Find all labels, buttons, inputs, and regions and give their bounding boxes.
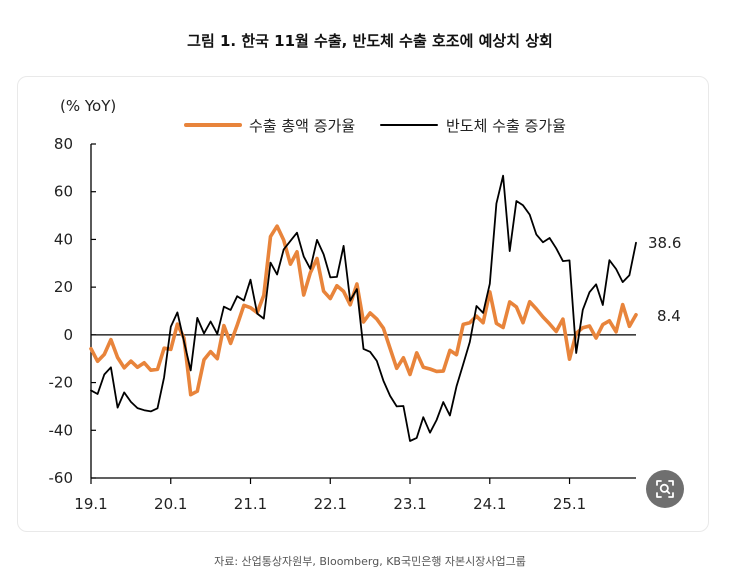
legend-label-semiconductor: 반도체 수출 증가율 [446, 117, 566, 135]
end-label-export: 8.4 [657, 307, 681, 325]
y-tick-label: -40 [49, 421, 74, 439]
source-note: 자료: 산업통상자원부, Bloomberg, KB국민은행 자본시장사업그룹 [214, 555, 526, 568]
x-tick-label: 24.1 [473, 495, 506, 513]
series-line-export [89, 224, 638, 397]
series-line-semiconductor [90, 174, 637, 442]
zoom-icon [656, 480, 674, 498]
x-tick-label: 20.1 [154, 495, 187, 513]
x-tick-label: 19.1 [74, 495, 107, 513]
y-tick-label: -20 [49, 374, 74, 392]
x-tick-label: 21.1 [234, 495, 267, 513]
zoom-button[interactable] [646, 470, 684, 508]
x-tick-label: 25.1 [553, 495, 586, 513]
y-axis-label: (% YoY) [60, 97, 116, 115]
x-tick-label: 23.1 [393, 495, 426, 513]
y-tick-label: 20 [54, 278, 73, 296]
y-tick-label: 40 [54, 230, 73, 248]
y-tick-label: 60 [54, 183, 73, 201]
chart-card [17, 76, 709, 532]
chart-title: 그림 1. 한국 11월 수출, 반도체 수출 호조에 예상치 상회 [187, 32, 553, 50]
y-tick-label: -60 [49, 469, 74, 487]
y-tick-label: 0 [63, 326, 73, 344]
y-tick-label: 80 [54, 135, 73, 153]
x-tick-label: 22.1 [314, 495, 347, 513]
legend-label-export: 수출 총액 증가율 [249, 117, 355, 135]
end-label-semiconductor: 38.6 [648, 234, 681, 252]
